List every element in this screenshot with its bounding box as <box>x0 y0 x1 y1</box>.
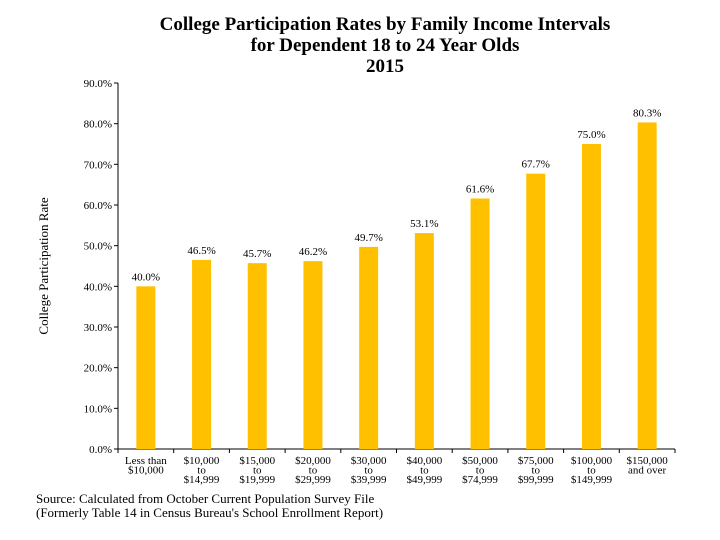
bar <box>136 286 156 449</box>
x-tick-label: $29,999 <box>295 474 331 486</box>
y-tick-label: 90.0% <box>84 78 112 90</box>
x-tick-label: to <box>309 465 318 477</box>
x-tick-label: Less than <box>125 455 167 467</box>
chart-title: College Participation Rates by Family In… <box>0 14 720 77</box>
x-tick-label: $39,999 <box>351 474 387 486</box>
y-tick-label: 20.0% <box>84 363 112 375</box>
x-tick-label: $30,000 <box>351 455 387 467</box>
y-tick-label: 40.0% <box>84 281 112 293</box>
x-tick-label: $49,999 <box>406 474 442 486</box>
data-label: 53.1% <box>410 218 438 230</box>
data-label: 40.0% <box>132 271 160 283</box>
x-tick-label: $75,000 <box>518 455 554 467</box>
x-tick-label: to <box>531 465 540 477</box>
chart-title-line-3: 2015 <box>366 56 404 77</box>
y-tick-label: 0.0% <box>89 444 112 456</box>
x-tick-label: $14,999 <box>184 474 220 486</box>
data-label: 46.2% <box>299 246 327 258</box>
x-tick-label: $10,000 <box>128 465 164 477</box>
data-label: 80.3% <box>633 107 661 119</box>
x-tick-label: $99,999 <box>518 474 554 486</box>
x-tick-label: $10,000 <box>184 455 220 467</box>
x-tick-label: $100,000 <box>571 455 613 467</box>
bar <box>470 198 490 449</box>
x-tick-label: to <box>197 465 206 477</box>
x-tick-label: $15,000 <box>239 455 275 467</box>
data-label: 49.7% <box>354 232 382 244</box>
y-tick-label: 10.0% <box>84 403 112 415</box>
x-tick-label: $40,000 <box>406 455 442 467</box>
bar <box>247 263 267 449</box>
data-label: 46.5% <box>187 245 215 257</box>
source-note: Source: Calculated from October Current … <box>36 492 383 520</box>
y-tick-label: 30.0% <box>84 322 112 334</box>
y-tick-label: 60.0% <box>84 200 112 212</box>
x-tick-label: to <box>420 465 429 477</box>
bar <box>303 261 323 449</box>
chart-title-line-1: College Participation Rates by Family In… <box>159 14 611 35</box>
y-tick-label: 70.0% <box>84 159 112 171</box>
x-tick-label: $19,999 <box>239 474 275 486</box>
x-tick-label: $20,000 <box>295 455 331 467</box>
data-label: 61.6% <box>466 183 494 195</box>
chart-title-line-2: for Dependent 18 to 24 Year Olds <box>250 35 520 56</box>
bar <box>581 144 601 449</box>
y-tick-label: 80.0% <box>84 119 112 131</box>
x-tick-label: $150,000 <box>627 455 669 467</box>
bar <box>526 173 546 450</box>
x-tick-label: to <box>587 465 596 477</box>
bar <box>192 259 212 449</box>
x-tick-label: $50,000 <box>462 455 498 467</box>
source-line-1: Source: Calculated from October Current … <box>36 491 375 506</box>
y-axis-label: College Participation Rate <box>36 197 51 334</box>
x-tick-label: to <box>476 465 485 477</box>
bar <box>359 246 379 449</box>
x-tick-label: to <box>253 465 262 477</box>
bar <box>637 122 657 450</box>
x-tick-label: $149,999 <box>571 474 613 486</box>
x-tick-label: $74,999 <box>462 474 498 486</box>
data-label: 45.7% <box>243 248 271 260</box>
data-label: 75.0% <box>577 129 605 141</box>
data-label: 67.7% <box>522 159 550 171</box>
x-tick-label: to <box>364 465 373 477</box>
y-tick-label: 50.0% <box>84 241 112 253</box>
source-line-2: (Formerly Table 14 in Census Bureau's Sc… <box>36 505 384 520</box>
bar <box>414 233 434 449</box>
x-tick-label: and over <box>628 465 667 477</box>
